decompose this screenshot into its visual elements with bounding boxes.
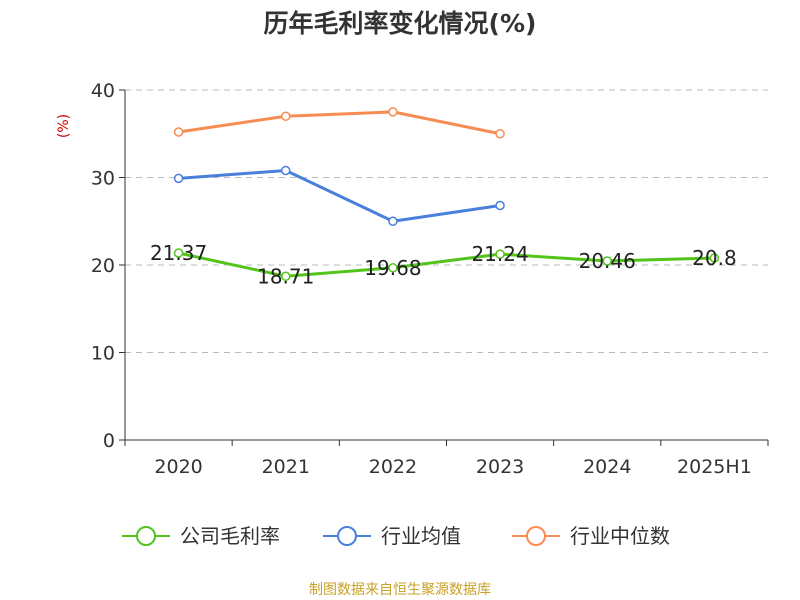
series-line-1 xyxy=(178,169,501,223)
y-tick-label-0: 0 xyxy=(103,430,115,452)
x-tick-label-2024: 2024 xyxy=(583,456,631,478)
x-tick-label-2021: 2021 xyxy=(262,456,310,478)
legend-marker-2 xyxy=(526,526,546,546)
data-point-s0-2020 xyxy=(173,248,184,258)
series-lines xyxy=(173,107,720,282)
legend-marker-1 xyxy=(337,526,357,546)
y-tick-label-20: 20 xyxy=(91,255,115,277)
data-point-s1-2022 xyxy=(388,216,398,226)
data-label-2024: 20.46 xyxy=(579,249,636,273)
data-label-2022: 19.68 xyxy=(364,256,421,280)
x-tick-label-2023: 2023 xyxy=(476,456,524,478)
legend-item-0[interactable]: 公司毛利率 xyxy=(122,524,280,548)
data-label-2023: 21.24 xyxy=(471,242,528,266)
y-tick-label-40: 40 xyxy=(91,80,115,102)
data-point-s0-2022 xyxy=(388,263,398,273)
data-point-s2-2021 xyxy=(281,111,291,121)
x-tick-label-2025H1: 2025H1 xyxy=(677,456,752,478)
legend-label-1: 行业均值 xyxy=(381,524,461,548)
data-point-s0-2025H1 xyxy=(709,253,720,263)
data-point-s2-2022 xyxy=(388,107,398,117)
x-tick-label-2022: 2022 xyxy=(369,456,417,478)
gridlines xyxy=(125,89,768,353)
series-line-2 xyxy=(178,110,501,136)
data-labels: 21.37 18.71 19.68 21.24 20.46 20.8 xyxy=(150,241,737,288)
data-label-2021: 18.71 xyxy=(257,264,314,288)
y-tick-label-10: 10 xyxy=(91,343,115,365)
data-label-2020: 21.37 xyxy=(150,241,207,265)
legend[interactable]: 公司毛利率 行业均值 行业中位数 xyxy=(122,524,670,548)
data-point-s2-2020 xyxy=(173,127,184,137)
legend-label-0: 公司毛利率 xyxy=(180,524,280,548)
legend-label-2: 行业中位数 xyxy=(570,524,670,548)
source-note: 制图数据来自恒生聚源数据库 xyxy=(309,582,491,598)
y-axis-unit-label: (%) xyxy=(56,114,72,138)
chart-title: 历年毛利率变化情况(%) xyxy=(264,9,537,38)
axes: 0 10 20 30 40 2020 2021 2022 2023 2024 2025H1 xyxy=(91,80,769,478)
data-point-s1-2020 xyxy=(173,173,184,184)
data-point-s0-2021 xyxy=(281,271,291,282)
data-point-s2-2023 xyxy=(495,129,505,139)
series-line-0 xyxy=(178,251,715,278)
legend-marker-0 xyxy=(136,526,156,546)
x-tick-label-2020: 2020 xyxy=(154,456,202,478)
data-point-s1-2021 xyxy=(281,165,291,176)
legend-item-2[interactable]: 行业中位数 xyxy=(512,524,670,548)
data-point-s0-2023 xyxy=(495,249,505,259)
data-label-2025H1: 20.8 xyxy=(692,246,737,270)
data-point-s1-2023 xyxy=(495,200,505,211)
y-tick-label-30: 30 xyxy=(91,168,115,190)
data-point-s0-2024 xyxy=(602,256,612,266)
legend-item-1[interactable]: 行业均值 xyxy=(323,524,461,548)
